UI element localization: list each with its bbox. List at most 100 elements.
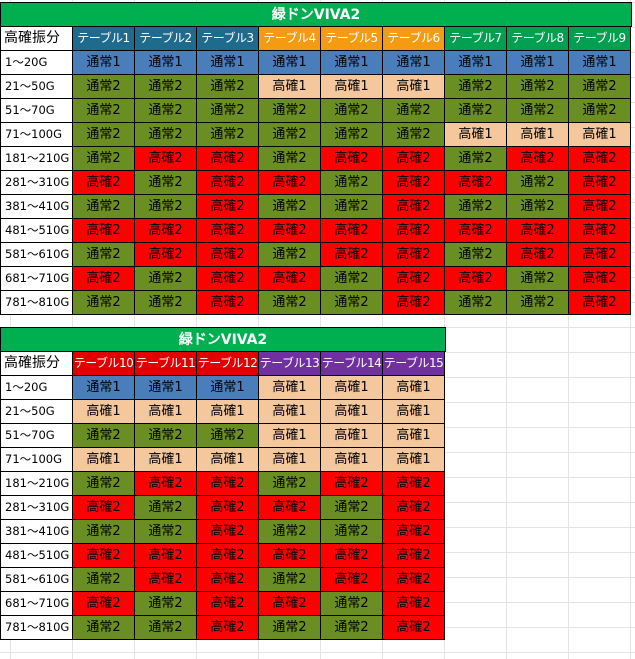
mode-cell[interactable]: 高確1	[320, 74, 383, 99]
mode-cell[interactable]: 高確2	[196, 146, 259, 171]
mode-cell[interactable]: 高確2	[134, 146, 197, 171]
mode-cell[interactable]: 高確2	[258, 591, 321, 616]
mode-cell[interactable]: 高確2	[382, 543, 445, 568]
column-header[interactable]: テーブル14	[320, 351, 383, 376]
mode-cell[interactable]: 高確1	[72, 447, 135, 472]
mode-cell[interactable]: 高確1	[506, 122, 569, 147]
mode-cell[interactable]: 通常2	[72, 98, 135, 123]
mode-cell[interactable]: 高確2	[196, 495, 259, 520]
mode-cell[interactable]: 高確2	[196, 242, 259, 267]
mode-cell[interactable]: 高確2	[72, 591, 135, 616]
game-range-cell[interactable]: 681～710G	[0, 266, 73, 291]
mode-cell[interactable]: 高確2	[568, 242, 631, 267]
mode-cell[interactable]: 通常1	[72, 375, 135, 400]
mode-cell[interactable]: 高確2	[72, 543, 135, 568]
column-header[interactable]: テーブル5	[320, 26, 383, 51]
mode-cell[interactable]: 通常2	[506, 170, 569, 195]
mode-cell[interactable]: 通常1	[320, 50, 383, 75]
mode-cell[interactable]: 高確2	[196, 218, 259, 243]
mode-cell[interactable]: 通常1	[196, 375, 259, 400]
game-range-cell[interactable]: 781～810G	[0, 290, 73, 315]
mode-cell[interactable]: 高確1	[444, 122, 507, 147]
mode-cell[interactable]: 通常2	[134, 170, 197, 195]
mode-cell[interactable]: 通常2	[444, 98, 507, 123]
mode-cell[interactable]: 通常2	[444, 290, 507, 315]
mode-cell[interactable]: 高確1	[72, 399, 135, 424]
mode-cell[interactable]: 高確2	[196, 471, 259, 496]
mode-cell[interactable]: 通常1	[196, 50, 259, 75]
game-range-cell[interactable]: 281～310G	[0, 170, 73, 195]
game-range-cell[interactable]: 581～610G	[0, 242, 73, 267]
mode-cell[interactable]: 高確2	[444, 170, 507, 195]
mode-cell[interactable]: 通常2	[72, 615, 135, 640]
mode-cell[interactable]: 高確1	[196, 399, 259, 424]
mode-cell[interactable]: 通常2	[72, 423, 135, 448]
mode-cell[interactable]: 高確2	[72, 495, 135, 520]
mode-cell[interactable]: 高確1	[258, 375, 321, 400]
mode-cell[interactable]: 高確1	[382, 375, 445, 400]
game-range-cell[interactable]: 781～810G	[0, 615, 73, 640]
mode-cell[interactable]: 通常2	[258, 471, 321, 496]
mode-cell[interactable]: 高確2	[258, 495, 321, 520]
mode-cell[interactable]: 通常2	[134, 591, 197, 616]
mode-cell[interactable]: 通常1	[382, 50, 445, 75]
mode-cell[interactable]: 高確2	[382, 242, 445, 267]
game-range-cell[interactable]: 71～100G	[0, 447, 73, 472]
mode-cell[interactable]: 通常2	[320, 519, 383, 544]
mode-cell[interactable]: 通常2	[506, 98, 569, 123]
mode-cell[interactable]: 高確2	[568, 170, 631, 195]
mode-cell[interactable]: 通常2	[568, 98, 631, 123]
mode-cell[interactable]: 通常1	[72, 50, 135, 75]
mode-cell[interactable]: 通常2	[320, 290, 383, 315]
mode-cell[interactable]: 通常2	[320, 170, 383, 195]
mode-cell[interactable]: 高確2	[134, 471, 197, 496]
mode-cell[interactable]: 高確1	[320, 375, 383, 400]
game-range-cell[interactable]: 281～310G	[0, 495, 73, 520]
mode-cell[interactable]: 通常1	[134, 50, 197, 75]
mode-cell[interactable]: 高確2	[196, 591, 259, 616]
mode-cell[interactable]: 高確2	[382, 290, 445, 315]
mode-cell[interactable]: 高確2	[382, 519, 445, 544]
game-range-cell[interactable]: 381～410G	[0, 194, 73, 219]
mode-cell[interactable]: 通常2	[134, 266, 197, 291]
column-header[interactable]: テーブル11	[134, 351, 197, 376]
mode-cell[interactable]: 高確1	[382, 447, 445, 472]
game-range-cell[interactable]: 1～20G	[0, 50, 73, 75]
mode-cell[interactable]: 高確1	[568, 122, 631, 147]
column-header[interactable]: テーブル8	[506, 26, 569, 51]
mode-cell[interactable]: 高確2	[382, 146, 445, 171]
mode-cell[interactable]: 高確2	[258, 543, 321, 568]
mode-cell[interactable]: 高確2	[506, 242, 569, 267]
mode-cell[interactable]: 高確2	[568, 290, 631, 315]
mode-cell[interactable]: 通常2	[134, 615, 197, 640]
mode-cell[interactable]: 高確2	[196, 543, 259, 568]
mode-cell[interactable]: 高確2	[134, 218, 197, 243]
mode-cell[interactable]: 通常2	[382, 98, 445, 123]
mode-cell[interactable]: 通常2	[134, 519, 197, 544]
mode-cell[interactable]: 通常2	[72, 74, 135, 99]
game-range-cell[interactable]: 21～50G	[0, 399, 73, 424]
mode-cell[interactable]: 高確2	[196, 266, 259, 291]
game-range-cell[interactable]: 181～210G	[0, 471, 73, 496]
mode-cell[interactable]: 通常2	[444, 146, 507, 171]
mode-cell[interactable]: 通常2	[320, 591, 383, 616]
mode-cell[interactable]: 通常2	[196, 98, 259, 123]
mode-cell[interactable]: 高確2	[258, 266, 321, 291]
mode-cell[interactable]: 高確1	[258, 74, 321, 99]
mode-cell[interactable]: 高確1	[382, 74, 445, 99]
mode-cell[interactable]: 高確2	[382, 170, 445, 195]
mode-cell[interactable]: 高確2	[382, 567, 445, 592]
game-range-cell[interactable]: 1～20G	[0, 375, 73, 400]
mode-cell[interactable]: 通常2	[72, 471, 135, 496]
mode-cell[interactable]: 通常2	[506, 290, 569, 315]
mode-cell[interactable]: 高確1	[320, 447, 383, 472]
mode-cell[interactable]: 通常2	[196, 74, 259, 99]
mode-cell[interactable]: 高確2	[382, 218, 445, 243]
game-range-cell[interactable]: 181～210G	[0, 146, 73, 171]
mode-cell[interactable]: 高確2	[320, 543, 383, 568]
mode-cell[interactable]: 高確2	[72, 170, 135, 195]
mode-cell[interactable]: 通常2	[320, 122, 383, 147]
column-header[interactable]: テーブル3	[196, 26, 259, 51]
mode-cell[interactable]: 高確2	[196, 290, 259, 315]
mode-cell[interactable]: 通常2	[506, 266, 569, 291]
